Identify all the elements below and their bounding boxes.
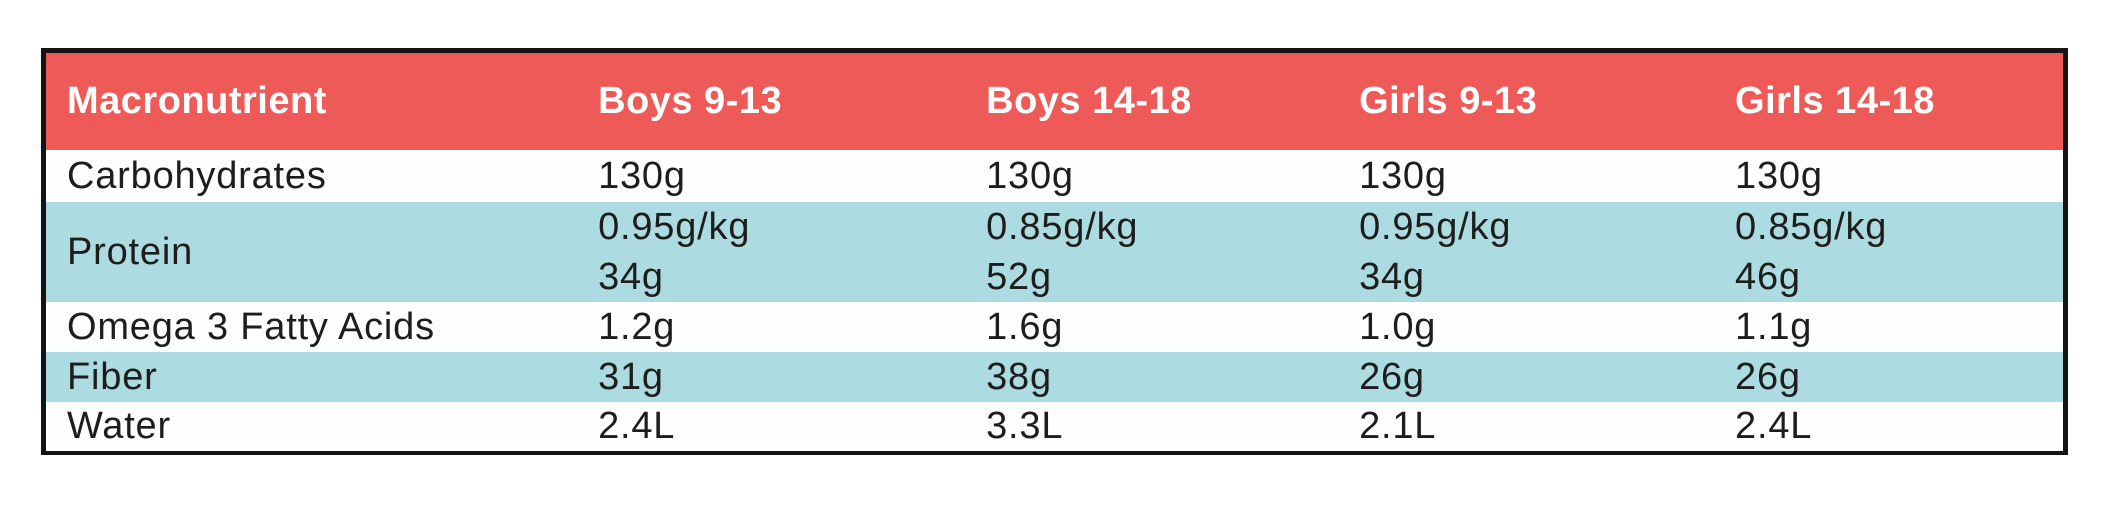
value-cell: 0.95g/kg 34g <box>577 202 965 302</box>
column-header-macronutrient: Macronutrient <box>67 80 327 122</box>
table-row-protein: Protein 0.95g/kg 34g 0.85g/kg 52g 0.95g/… <box>46 202 2063 302</box>
column-header-boys-14-18: Boys 14-18 <box>986 80 1192 122</box>
value-cell: 26g <box>1735 355 1801 398</box>
value-cell: 1.1g <box>1735 305 1813 348</box>
row-label: Carbohydrates <box>67 154 327 197</box>
row-label: Omega 3 Fatty Acids <box>67 305 435 348</box>
value-cell: 0.95g/kg 34g <box>1338 202 1714 302</box>
column-header-boys-9-13: Boys 9-13 <box>598 80 783 122</box>
value-cell: 1.0g <box>1359 305 1437 348</box>
value-cell: 2.1L <box>1359 405 1437 447</box>
value-line-2: 52g <box>986 256 1052 298</box>
value-line-2: 34g <box>1359 256 1425 298</box>
value-cell: 0.85g/kg 46g <box>1714 202 2063 302</box>
macronutrient-table: Macronutrient Boys 9-13 Boys 14-18 Girls… <box>46 53 2063 451</box>
table-row-water: Water 2.4L 3.3L 2.1L 2.4L <box>46 402 2063 451</box>
table-row-omega-3-fatty-acids: Omega 3 Fatty Acids 1.2g 1.6g 1.0g 1.1g <box>46 302 2063 352</box>
row-label-text: Protein <box>67 231 194 273</box>
value-line-2: 34g <box>598 256 664 298</box>
table-row-carbohydrates: Carbohydrates 130g 130g 130g 130g <box>46 150 2063 202</box>
value-cell: 1.2g <box>598 305 676 348</box>
column-header-girls-14-18: Girls 14-18 <box>1735 80 1935 122</box>
value-cell: 130g <box>1735 154 1823 197</box>
value-cell: 1.6g <box>986 305 1064 348</box>
row-label: Water <box>67 405 171 447</box>
table-row-fiber: Fiber 31g 38g 26g 26g <box>46 352 2063 402</box>
column-header-girls-9-13: Girls 9-13 <box>1359 80 1538 122</box>
value-line-2: 46g <box>1735 256 1801 298</box>
header-row: Macronutrient Boys 9-13 Boys 14-18 Girls… <box>46 53 2063 150</box>
value-cell: 130g <box>598 154 686 197</box>
value-line-1: 0.85g/kg <box>1735 206 1888 248</box>
value-cell: 38g <box>986 355 1052 398</box>
value-cell: 3.3L <box>986 405 1064 447</box>
row-label: Fiber <box>67 355 158 398</box>
row-label: Protein <box>46 202 577 302</box>
value-cell: 0.85g/kg 52g <box>965 202 1338 302</box>
value-cell: 26g <box>1359 355 1425 398</box>
nutrient-table-frame: Macronutrient Boys 9-13 Boys 14-18 Girls… <box>41 48 2068 455</box>
value-cell: 31g <box>598 355 664 398</box>
value-line-1: 0.95g/kg <box>598 206 751 248</box>
value-line-1: 0.85g/kg <box>986 206 1139 248</box>
value-cell: 2.4L <box>1735 405 1813 447</box>
value-cell: 130g <box>986 154 1074 197</box>
value-cell: 130g <box>1359 154 1447 197</box>
value-line-1: 0.95g/kg <box>1359 206 1512 248</box>
value-cell: 2.4L <box>598 405 676 447</box>
